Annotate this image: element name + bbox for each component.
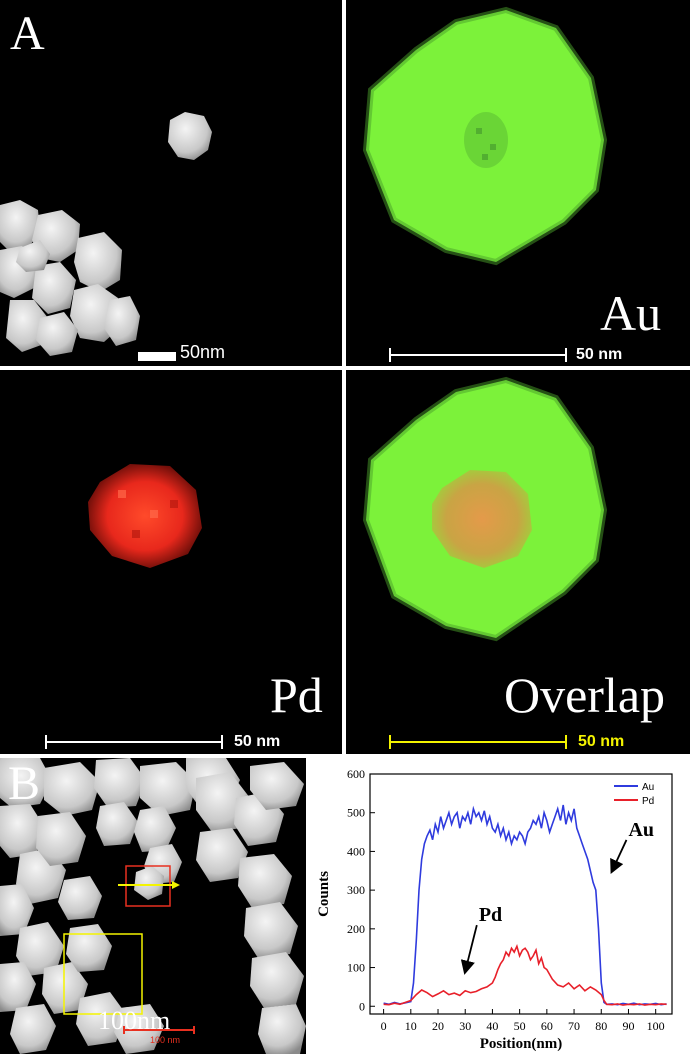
panel-b-scale-small: 100 nm xyxy=(150,1035,181,1045)
annotation-arrow-pd xyxy=(460,924,478,975)
legend-label-pd: Pd xyxy=(642,796,654,807)
tl-scale-label: 50nm xyxy=(180,342,226,362)
panel-b-scale-big: 100nm xyxy=(98,1006,171,1035)
x-tick-label: 50 xyxy=(514,1019,526,1033)
pd-scale-bar xyxy=(45,732,223,752)
annotation-au: Au xyxy=(628,819,654,841)
y-tick-label: 300 xyxy=(347,883,365,897)
x-tick-label: 20 xyxy=(432,1019,444,1033)
x-tick-label: 0 xyxy=(381,1019,387,1033)
y-tick-label: 200 xyxy=(347,922,365,936)
y-axis-label: Counts xyxy=(316,871,332,917)
series-line-pd xyxy=(383,944,667,1006)
annotation-arrow-au xyxy=(610,839,628,875)
y-tick-label: 400 xyxy=(347,844,365,858)
pd-map-panel: Pd 50 nm xyxy=(0,370,342,754)
panel-b-particles xyxy=(0,758,306,1054)
au-label: Au xyxy=(600,285,662,341)
y-tick-label: 0 xyxy=(359,999,365,1013)
haadf-image-panel: A 50nm xyxy=(0,0,342,366)
overlap-map-panel: Overlap 50 nm xyxy=(346,370,690,754)
pd-scale-label: 50 nm xyxy=(234,733,281,750)
x-tick-label: 10 xyxy=(405,1019,417,1033)
overlap-label: Overlap xyxy=(504,667,666,723)
plot-frame xyxy=(369,773,673,1015)
x-axis-label: Position(nm) xyxy=(480,1036,563,1052)
legend-label-au: Au xyxy=(642,782,654,793)
overlap-map xyxy=(362,376,608,642)
x-tick-label: 40 xyxy=(486,1019,498,1033)
y-tick-label: 100 xyxy=(347,961,365,975)
series-line-au xyxy=(383,804,667,1006)
au-scale-label: 50 nm xyxy=(576,346,623,363)
overlap-scale-label: 50 nm xyxy=(578,733,625,750)
x-tick-label: 90 xyxy=(622,1019,634,1033)
y-tick-label: 500 xyxy=(347,806,365,820)
x-tick-label: 60 xyxy=(541,1019,553,1033)
x-tick-label: 100 xyxy=(647,1019,665,1033)
line-profile-chart: 0 10 20 30 40 50 60 70 80 90 100 0 100 200 300 400 500 60… xyxy=(316,767,673,1052)
pd-label: Pd xyxy=(270,667,323,723)
panel-a-letter: A xyxy=(10,7,45,60)
x-tick-label: 70 xyxy=(568,1019,580,1033)
au-map-panel: Au 50 nm xyxy=(346,0,690,366)
au-scale-bar xyxy=(389,345,567,365)
x-tick-label: 80 xyxy=(595,1019,607,1033)
pd-map xyxy=(88,464,202,568)
annotation-pd: Pd xyxy=(479,904,502,926)
y-tick-label: 600 xyxy=(347,767,365,781)
au-map xyxy=(362,6,608,266)
haadf-particles xyxy=(0,112,212,361)
x-tick-label: 30 xyxy=(459,1019,471,1033)
panel-b-image: B 100nm 100 nm xyxy=(0,758,306,1054)
panel-b-letter: B xyxy=(8,758,41,810)
overlap-scale-bar xyxy=(389,732,567,752)
